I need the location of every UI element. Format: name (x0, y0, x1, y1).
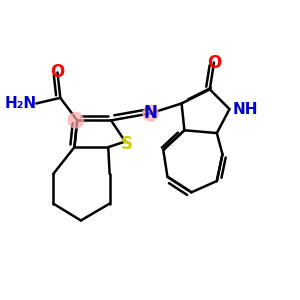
Text: H₂N: H₂N (4, 96, 36, 111)
Text: NH: NH (232, 102, 258, 117)
Text: N: N (144, 104, 158, 122)
Circle shape (68, 113, 83, 128)
Text: O: O (50, 63, 64, 81)
Text: O: O (207, 54, 221, 72)
Text: S: S (121, 135, 133, 153)
Circle shape (143, 106, 158, 121)
